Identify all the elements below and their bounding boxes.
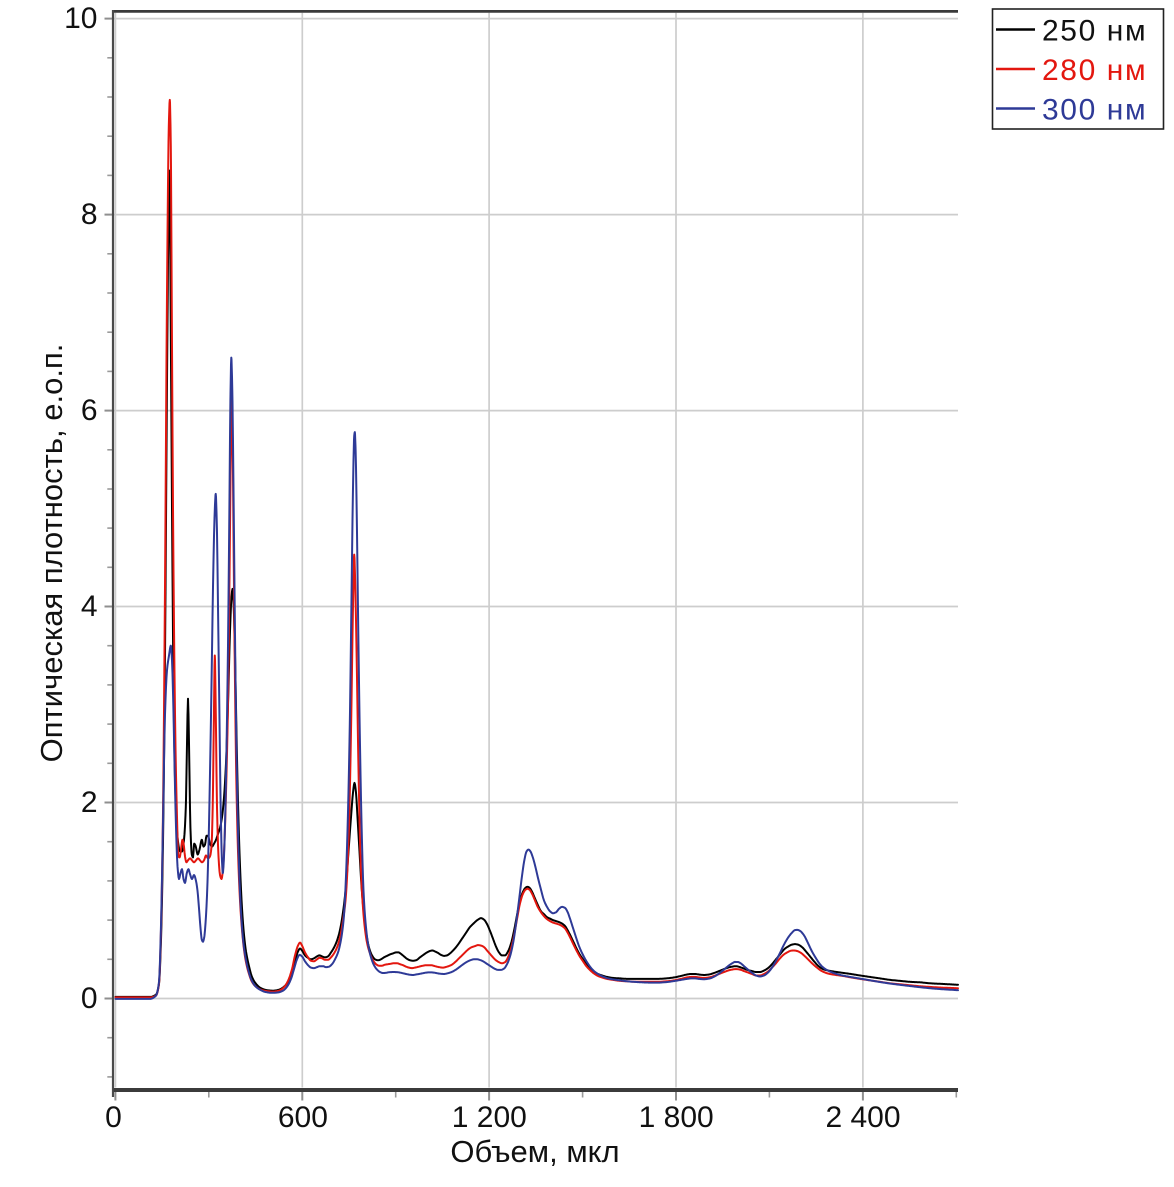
svg-text:Объем, мкл: Объем, мкл bbox=[450, 1134, 619, 1169]
svg-text:300 нм: 300 нм bbox=[1042, 93, 1147, 126]
svg-text:10: 10 bbox=[64, 2, 97, 35]
svg-text:2: 2 bbox=[81, 786, 98, 819]
svg-text:0: 0 bbox=[81, 982, 98, 1015]
svg-text:Оптическая плотность, е.о.п.: Оптическая плотность, е.о.п. bbox=[34, 344, 69, 763]
svg-text:280 нм: 280 нм bbox=[1042, 54, 1147, 87]
svg-text:4: 4 bbox=[81, 590, 98, 623]
svg-text:1 200: 1 200 bbox=[452, 1101, 527, 1134]
svg-text:600: 600 bbox=[278, 1101, 328, 1134]
svg-text:1 800: 1 800 bbox=[639, 1101, 714, 1134]
svg-text:2 400: 2 400 bbox=[825, 1101, 900, 1134]
svg-text:0: 0 bbox=[105, 1101, 122, 1134]
svg-text:8: 8 bbox=[81, 198, 98, 231]
svg-text:250 нм: 250 нм bbox=[1042, 14, 1147, 47]
svg-text:6: 6 bbox=[81, 394, 98, 427]
